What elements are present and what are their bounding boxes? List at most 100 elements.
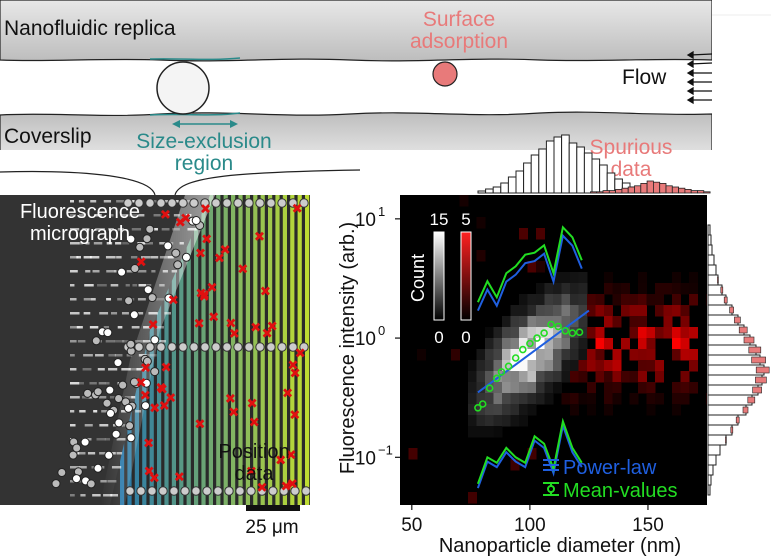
spurious-marker [249,417,259,427]
heatmap-cell-spurious [672,338,681,350]
fluorescent-spot [110,284,119,287]
heatmap-cell-spurious [672,349,681,361]
heatmap-cell-spurious [672,393,681,405]
heatmap-cell [510,327,520,339]
replica-label: Nanofluidic replica [4,17,176,40]
heatmap-cell-spurious [680,349,690,361]
heatmap-cell-spurious [672,305,681,317]
heatmap-cell-spurious [680,393,690,405]
histogram-bar-spurious [627,186,635,194]
histogram-bar-spurious [742,406,749,414]
mean-value-point [497,368,506,376]
spurious-marker [290,410,300,420]
position-marker [299,198,309,208]
heatmap-cell-spurious [621,371,630,383]
fluorescent-spot [125,284,130,287]
spurious-marker [140,390,150,400]
heatmap-cell [476,349,486,361]
fluorescence-label-2: micrograph [30,223,130,245]
fluorescent-spot [70,312,80,315]
histogram-bar [707,444,721,456]
fluorescent-spot [97,368,105,371]
heatmap-cell-spurious [468,492,477,504]
position-marker [224,486,234,496]
heatmap-cell-spurious [570,404,579,416]
heatmap-cell [502,382,511,394]
fluorescent-spot [70,368,77,371]
histogram-bar-spurious [717,276,719,284]
heatmap-cell [544,327,554,339]
position-marker [277,342,287,352]
position-marker [102,398,112,408]
fluorescent-spot [83,298,91,301]
heatmap-cell [527,327,537,339]
fluorescent-spot [92,494,101,497]
y-axis-label: Fluorescence intensity (arb.) [337,222,359,474]
position-marker [125,486,135,496]
histogram-bar [707,224,711,236]
histogram-bar-spurious [747,396,756,404]
heatmap-cell [570,283,579,295]
heatmap-cell-spurious [655,305,664,317]
heatmap-cell [476,415,486,427]
spurious-marker [160,209,170,219]
position-marker [266,342,276,352]
heatmap-cell-spurious [621,283,630,295]
position-marker [255,198,265,208]
fluorescent-spot [98,396,107,399]
heatmap-cell [553,371,562,383]
colorbar-red-max: 5 [461,210,470,229]
heatmap-cell-spurious [595,349,605,361]
heatmap-cell [476,371,486,383]
spurious-marker [260,286,270,296]
fluorescent-spot [95,228,105,231]
spurious-label-2: data [611,158,652,181]
histogram-bar-spurious [738,326,748,334]
heatmap-cell [468,371,477,383]
fluorescent-spot [116,256,122,259]
heatmap-cell [519,305,528,317]
position-marker [235,486,245,496]
position-marker [118,380,128,390]
position-marker [145,198,155,208]
heatmap-cell-spurious [621,305,630,317]
heatmap-cell [510,316,520,328]
spurious-marker [229,407,239,417]
heatmap-cell [527,360,537,372]
fluorescent-spot [87,452,96,455]
heatmap-cell [536,393,545,405]
fluorescent-spot [70,298,77,301]
histogram-bar [707,294,727,306]
heatmap-cell [493,415,503,427]
histogram-bar [707,464,714,476]
heatmap-cell [536,349,545,361]
spurious-marker [174,472,184,482]
heatmap-cell [519,415,528,427]
spurious-marker [286,450,296,460]
spurious-marker [276,455,286,465]
heatmap-cell [544,360,554,372]
heatmap-cell-spurious [629,327,639,339]
heatmap-cell [519,371,528,383]
heatmap-cell-spurious [612,393,622,405]
position-marker [189,342,199,352]
position-marker [114,394,124,403]
heatmap-cell-spurious [604,371,613,383]
channel-stripe [231,195,236,505]
mean-value-point [518,345,527,354]
fluorescent-spot [85,242,90,245]
position-marker [111,429,121,439]
top-histogram [477,134,711,194]
fluorescent-spot [122,340,129,343]
surface-label-2: adsorption [410,30,508,53]
heatmap-cell-spurious [646,393,656,405]
colorbar-red-min: 0 [461,328,470,347]
large-particle [156,61,210,115]
position-marker [156,342,166,352]
fluorescent-spot [130,256,138,259]
heatmap-cell [519,294,528,306]
position-marker [277,198,287,208]
spurious-marker [251,322,261,332]
heatmap-cell [485,360,494,372]
heatmap-cell [561,294,571,306]
